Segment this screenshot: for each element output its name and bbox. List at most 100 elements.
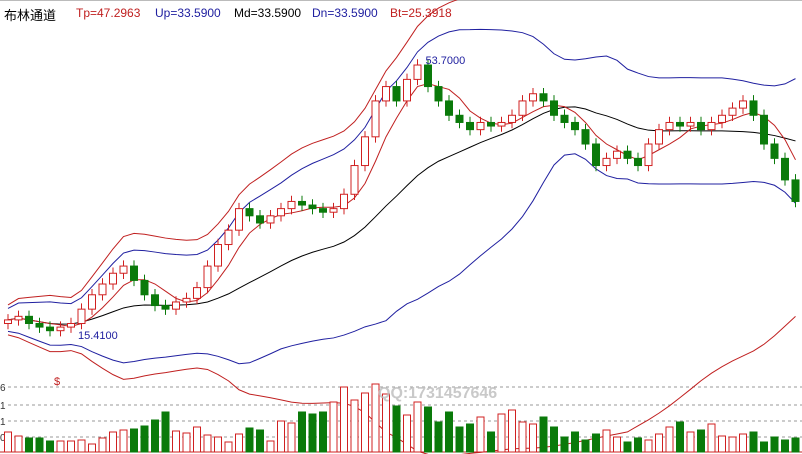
volume-bar xyxy=(634,437,642,453)
candle-body xyxy=(214,244,222,267)
outer-lower-band xyxy=(7,315,796,454)
candle-body xyxy=(182,297,191,303)
volume-bar xyxy=(707,423,716,453)
upper-band xyxy=(7,28,796,309)
volume-bar xyxy=(235,433,243,453)
volume-bar xyxy=(581,439,590,453)
candle-body xyxy=(508,114,516,123)
volume-bar xyxy=(760,441,768,453)
volume-bar xyxy=(676,421,684,453)
candle-body xyxy=(340,193,348,210)
candle-body xyxy=(791,179,800,202)
candle-body xyxy=(203,265,212,289)
candle-body xyxy=(25,315,33,325)
candle-body xyxy=(707,121,716,131)
volume-tick-label: 0 xyxy=(0,433,6,444)
candle-body xyxy=(140,279,149,296)
volume-bar xyxy=(56,440,65,453)
volume-bar xyxy=(728,436,737,453)
candle-body xyxy=(172,301,180,310)
candle-body xyxy=(119,265,128,274)
tp-value: Tp=47.2963 xyxy=(76,6,141,20)
volume-bar xyxy=(644,439,653,453)
candle-body xyxy=(455,114,464,123)
volume-bar xyxy=(77,439,86,453)
candle-body xyxy=(14,315,23,321)
candle-body xyxy=(560,114,569,123)
candle-body xyxy=(571,121,579,131)
candle-body xyxy=(77,308,86,325)
volume-bar xyxy=(508,409,516,453)
volume-bar xyxy=(46,440,54,453)
candle-body xyxy=(361,136,369,167)
candle-body xyxy=(487,121,495,127)
candle-body xyxy=(98,283,107,296)
high-annotation: 53.7000 xyxy=(426,55,466,67)
volume-bar xyxy=(340,386,348,453)
indicator-title: 布林通道 xyxy=(4,8,57,23)
candle-body xyxy=(634,157,642,167)
volume-bar xyxy=(613,436,621,453)
candle-body xyxy=(718,114,726,123)
candle-body xyxy=(382,86,390,102)
candle-body xyxy=(235,208,243,231)
volume-bar xyxy=(592,433,600,453)
volume-bar xyxy=(182,432,191,453)
candle-body xyxy=(602,157,611,167)
volume-bar xyxy=(329,401,338,453)
candle-body xyxy=(770,143,779,159)
candle-body xyxy=(581,129,590,145)
candle-body xyxy=(445,100,453,116)
volume-bar xyxy=(466,423,474,453)
lower-band xyxy=(7,153,796,365)
volume-bar xyxy=(770,436,779,453)
volume-bar xyxy=(392,405,401,453)
volume-bar xyxy=(476,416,485,453)
candle-body xyxy=(529,93,537,102)
volume-bar xyxy=(287,422,296,453)
volume-bar xyxy=(245,427,254,453)
volume-bar xyxy=(749,431,758,453)
candle-body xyxy=(466,121,474,131)
volume-bar xyxy=(88,443,96,453)
volume-bar xyxy=(161,411,170,453)
candle-body xyxy=(613,150,621,159)
candle-body xyxy=(424,64,432,88)
volume-bar xyxy=(718,435,726,453)
volume-bar xyxy=(193,426,201,453)
candle-body xyxy=(130,265,138,281)
marker-annotation: $ xyxy=(54,376,60,388)
candle-body xyxy=(518,100,527,116)
candle-body xyxy=(403,78,411,102)
volume-bar xyxy=(665,426,674,453)
candle-body xyxy=(35,323,44,328)
volume-bar xyxy=(371,383,380,453)
candle-body xyxy=(277,208,285,217)
volume-bar xyxy=(487,431,495,453)
volume-bar xyxy=(424,406,432,453)
candle-body xyxy=(308,204,317,210)
volume-bar xyxy=(140,425,149,453)
md-value: Md=33.5900 xyxy=(234,6,302,20)
candle-body xyxy=(749,100,758,116)
volume-tick-label: 6 xyxy=(0,383,6,394)
volume-bar xyxy=(697,429,705,453)
volume-bar xyxy=(308,413,317,453)
volume-bar xyxy=(550,426,558,453)
candle-body xyxy=(550,100,558,116)
candle-body xyxy=(760,114,768,145)
low-annotation: 15.4100 xyxy=(78,330,118,342)
candle-body xyxy=(739,100,747,109)
candle-body xyxy=(67,323,75,328)
volume-bar xyxy=(623,441,632,453)
volume-bar xyxy=(602,429,611,453)
candle-body xyxy=(4,319,12,325)
volume-bar xyxy=(560,436,569,453)
volume-bar xyxy=(445,411,453,453)
candle-body xyxy=(350,165,359,195)
candle-body xyxy=(676,121,684,127)
volume-bar xyxy=(781,439,789,453)
volume-bar xyxy=(655,433,663,453)
volume-bar xyxy=(361,392,369,453)
